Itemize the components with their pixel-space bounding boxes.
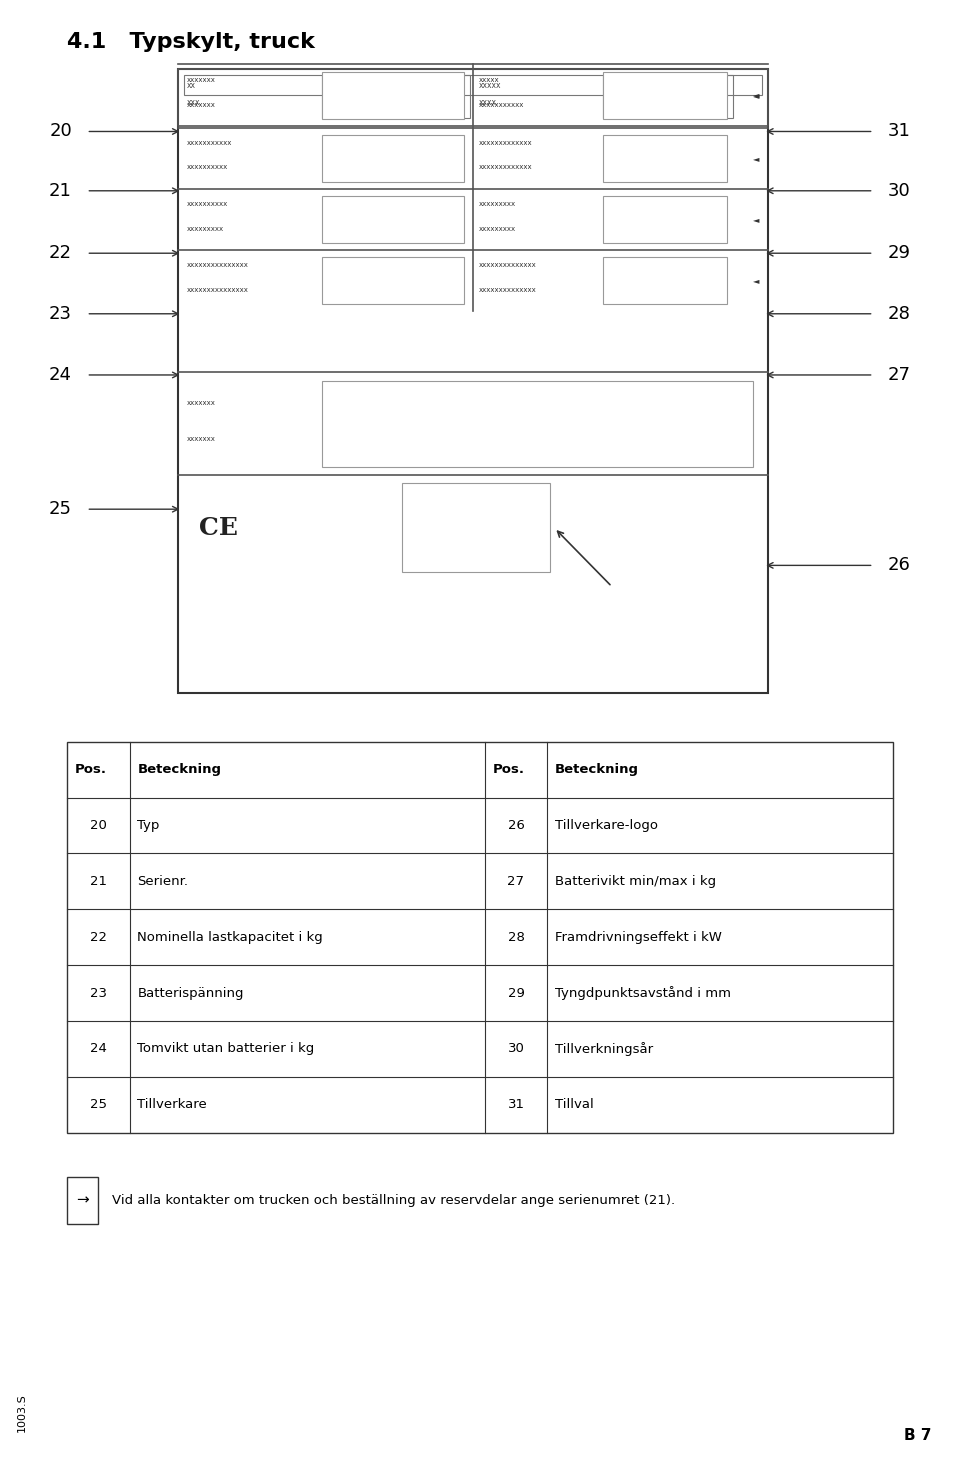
Text: 4.1   Typskylt, truck: 4.1 Typskylt, truck [67, 32, 315, 53]
FancyBboxPatch shape [323, 380, 754, 467]
Text: 22: 22 [49, 244, 72, 263]
Text: 30: 30 [888, 182, 911, 200]
Text: Serienr.: Serienr. [137, 876, 188, 887]
Text: Tomvikt utan batterier i kg: Tomvikt utan batterier i kg [137, 1043, 315, 1055]
Text: xxxxx: xxxxx [479, 81, 501, 90]
Text: xxxxxxxxxx: xxxxxxxxxx [186, 165, 228, 170]
Text: xxxxxxxxxxxxx: xxxxxxxxxxxxx [479, 140, 533, 145]
FancyBboxPatch shape [323, 257, 464, 304]
Text: 28: 28 [508, 931, 524, 943]
Text: 20: 20 [90, 820, 107, 831]
FancyBboxPatch shape [603, 135, 727, 182]
Text: xxxxxxxxxxx: xxxxxxxxxxx [186, 140, 231, 145]
FancyBboxPatch shape [603, 257, 727, 304]
Text: 23: 23 [49, 304, 72, 323]
Text: 20: 20 [49, 122, 72, 141]
Text: Beteckning: Beteckning [555, 764, 639, 776]
Text: xxxxxxxxxxxxxxx: xxxxxxxxxxxxxxx [186, 286, 249, 292]
Text: Tillverkare: Tillverkare [137, 1099, 207, 1111]
Text: 22: 22 [90, 931, 107, 943]
Text: 28: 28 [888, 304, 911, 323]
Text: Tillval: Tillval [555, 1099, 593, 1111]
FancyBboxPatch shape [323, 135, 464, 182]
Text: Vid alla kontakter om trucken och beställning av reservdelar ange serienumret (2: Vid alla kontakter om trucken och bestäl… [112, 1194, 676, 1206]
Text: xxxxxxxxxxxxxx: xxxxxxxxxxxxxx [479, 286, 537, 292]
Text: ◄: ◄ [753, 214, 759, 223]
Text: xxxxxxxxx: xxxxxxxxx [479, 226, 516, 232]
Text: →: → [76, 1193, 89, 1208]
Text: Beteckning: Beteckning [137, 764, 222, 776]
Text: Nominella lastkapacitet i kg: Nominella lastkapacitet i kg [137, 931, 323, 943]
Text: xxxxxxx: xxxxxxx [186, 76, 215, 82]
Text: 24: 24 [90, 1043, 107, 1055]
Text: xxxxxxxxxx: xxxxxxxxxx [186, 201, 228, 207]
FancyBboxPatch shape [603, 72, 727, 119]
Text: xxxxxxxxx: xxxxxxxxx [479, 201, 516, 207]
Text: CE: CE [200, 516, 238, 541]
FancyBboxPatch shape [323, 72, 464, 119]
Text: xxxxxxxxx: xxxxxxxxx [186, 226, 224, 232]
Text: xxxxxxxxxxxxx: xxxxxxxxxxxxx [479, 165, 533, 170]
Text: xxxxxxxxxxxxxxx: xxxxxxxxxxxxxxx [186, 263, 249, 269]
FancyBboxPatch shape [603, 197, 727, 242]
Text: Tyngdpunktsavstånd i mm: Tyngdpunktsavstånd i mm [555, 986, 731, 1000]
Text: xxxxxxx: xxxxxxx [186, 436, 215, 442]
Text: 1003.S: 1003.S [17, 1394, 27, 1432]
Text: xxxxxxx: xxxxxxx [186, 400, 215, 407]
Text: 29: 29 [508, 987, 524, 999]
FancyBboxPatch shape [323, 197, 464, 242]
Text: 31: 31 [508, 1099, 524, 1111]
Text: 27: 27 [508, 876, 524, 887]
FancyBboxPatch shape [402, 483, 549, 573]
Text: 27: 27 [888, 366, 911, 383]
Text: Pos.: Pos. [492, 764, 524, 776]
Text: ◄: ◄ [753, 91, 759, 100]
Text: xx: xx [186, 81, 196, 90]
Text: 25: 25 [49, 499, 72, 519]
Text: ◄: ◄ [753, 154, 759, 163]
Text: 21: 21 [49, 182, 72, 200]
Text: 21: 21 [90, 876, 107, 887]
Text: xxxxxxxxxxx: xxxxxxxxxxx [479, 101, 524, 107]
Text: xxxx: xxxx [479, 98, 496, 107]
Text: 29: 29 [888, 244, 911, 263]
Text: Typ: Typ [137, 820, 159, 831]
Text: ◄: ◄ [753, 91, 759, 100]
Text: Batterivikt min/max i kg: Batterivikt min/max i kg [555, 876, 716, 887]
Text: B 7: B 7 [903, 1428, 931, 1443]
Text: 25: 25 [90, 1099, 107, 1111]
Text: xxx: xxx [186, 98, 200, 107]
Text: xxxxxxxxxxxxxx: xxxxxxxxxxxxxx [479, 263, 537, 269]
Text: xxxxx: xxxxx [479, 76, 499, 82]
Text: Batterispänning: Batterispänning [137, 987, 244, 999]
Text: Framdrivningseffekt i kW: Framdrivningseffekt i kW [555, 931, 722, 943]
Text: Tillverkningsår: Tillverkningsår [555, 1042, 653, 1056]
Text: 26: 26 [888, 557, 911, 574]
Text: ◄: ◄ [753, 276, 759, 285]
Text: 26: 26 [508, 820, 524, 831]
Text: Pos.: Pos. [75, 764, 107, 776]
Text: xxxxxxx: xxxxxxx [186, 101, 215, 107]
Text: 24: 24 [49, 366, 72, 383]
Text: 23: 23 [90, 987, 107, 999]
Text: Tillverkare-logo: Tillverkare-logo [555, 820, 658, 831]
Text: 31: 31 [888, 122, 911, 141]
Text: 30: 30 [508, 1043, 524, 1055]
